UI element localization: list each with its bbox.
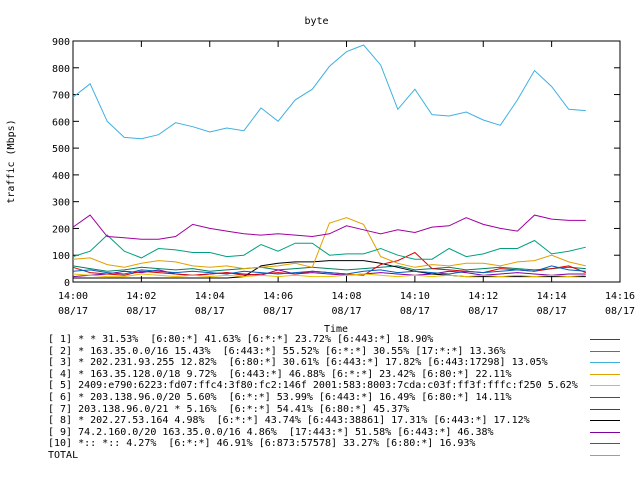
legend-entry: [ 6] * 203.138.96.0/20 5.60% [6:*:*] 53.… xyxy=(48,392,640,404)
x-tick-label-time: 14:12 xyxy=(468,291,498,302)
legend-swatch xyxy=(590,350,620,352)
x-tick-label-date: 08/17 xyxy=(331,306,361,317)
x-tick-label-date: 08/17 xyxy=(537,306,567,317)
legend-label: TOTAL xyxy=(48,449,79,461)
legend-swatch xyxy=(590,339,620,340)
y-tick-label: 900 xyxy=(52,37,70,48)
y-tick-label: 400 xyxy=(52,171,70,182)
x-tick-label-date: 08/17 xyxy=(195,306,225,317)
y-tick-label: 0 xyxy=(64,278,70,289)
legend-label: [ 4] * 163.35.128.0/18 9.72% [6:443:*] 4… xyxy=(48,368,512,380)
chart-legend: [ 1] * * 31.53% [6:80:*] 41.63% [6:*:*] … xyxy=(48,334,640,462)
legend-entry: [ 3] * 202.231.93.255 12.82% [6:80:*] 30… xyxy=(48,357,640,369)
x-tick-label-date: 08/17 xyxy=(126,306,156,317)
legend-swatch xyxy=(590,385,620,387)
legend-entry: [10] *:: *:: 4.27% [6:*:*] 46.91% [6:873… xyxy=(48,438,640,450)
legend-label: [ 7] 203.138.96.0/21 * 5.16% [6:*:*] 54.… xyxy=(48,403,410,415)
x-tick-label-date: 08/17 xyxy=(263,306,293,317)
legend-label: [10] *:: *:: 4.27% [6:*:*] 46.91% [6:873… xyxy=(48,438,476,450)
x-tick-label-time: 14:16 xyxy=(605,291,635,302)
legend-entry: [ 9] 74.2.160.0/20 163.35.0.0/16 4.86% [… xyxy=(48,427,640,439)
y-tick-label: 200 xyxy=(52,224,70,235)
y-tick-label: 800 xyxy=(52,64,70,75)
series-line-4 xyxy=(72,217,586,270)
legend-entry: [ 2] * 163.35.0.0/16 15.43% [6:443:*] 55… xyxy=(48,346,640,358)
x-tick-label-time: 14:08 xyxy=(331,291,361,302)
legend-entry: [ 7] 203.138.96.0/21 * 5.16% [6:*:*] 54.… xyxy=(48,404,640,416)
legend-entry: [ 4] * 163.35.128.0/18 9.72% [6:443:*] 4… xyxy=(48,369,640,381)
series-line-9 xyxy=(72,269,586,278)
legend-entry: [ 1] * * 31.53% [6:80:*] 41.63% [6:*:*] … xyxy=(48,334,640,346)
legend-entry: [ 8] * 202.27.53.164 4.98% [6:*:*] 43.74… xyxy=(48,415,640,427)
legend-label: [ 9] 74.2.160.0/20 163.35.0.0/16 4.86% [… xyxy=(48,426,494,438)
legend-entry: [ 5] 2409:e790:6223:fd07:ffc4:3f80:fc2:1… xyxy=(48,380,640,392)
legend-swatch xyxy=(590,431,620,433)
x-tick-label-time: 14:10 xyxy=(400,291,430,302)
series-line-3 xyxy=(72,44,586,140)
series-line-5 xyxy=(72,273,586,278)
y-tick-label: 500 xyxy=(52,144,70,155)
x-tick-label-date: 08/17 xyxy=(58,306,88,317)
x-tick-label-date: 08/17 xyxy=(400,306,430,317)
x-tick-label-time: 14:06 xyxy=(263,291,293,302)
x-tick-label-time: 14:00 xyxy=(58,291,88,302)
legend-swatch xyxy=(590,454,620,456)
legend-swatch xyxy=(590,443,620,445)
series-line-6 xyxy=(72,265,586,275)
y-axis-label: traffic (Mbps) xyxy=(6,119,17,203)
legend-swatch xyxy=(590,373,620,375)
chart-title: byte xyxy=(304,16,328,27)
legend-label: [ 1] * * 31.53% [6:80:*] 41.63% [6:*:*] … xyxy=(48,334,434,345)
legend-swatch xyxy=(590,420,620,422)
plot-frame xyxy=(72,40,621,283)
y-tick-label: 300 xyxy=(52,198,70,209)
legend-label: [ 2] * 163.35.0.0/16 15.43% [6:443:*] 55… xyxy=(48,345,506,357)
y-tick-label: 100 xyxy=(52,251,70,262)
y-tick-label: 600 xyxy=(52,117,70,128)
x-tick-label-time: 14:02 xyxy=(126,291,156,302)
legend-swatch xyxy=(590,408,620,410)
x-tick-label-date: 08/17 xyxy=(468,306,498,317)
legend-label: [ 6] * 203.138.96.0/20 5.60% [6:*:*] 53.… xyxy=(48,391,512,403)
legend-label: [ 3] * 202.231.93.255 12.82% [6:80:*] 30… xyxy=(48,357,548,369)
x-tick-label-time: 14:14 xyxy=(537,291,567,302)
series-line-10 xyxy=(72,265,586,272)
x-axis-label: Time xyxy=(324,324,348,335)
x-tick-label-time: 14:04 xyxy=(195,291,225,302)
series-line-1 xyxy=(72,214,586,240)
legend-label: [ 5] 2409:e790:6223:fd07:ffc4:3f80:fc2:1… xyxy=(48,380,578,392)
series-line-2 xyxy=(72,234,586,260)
y-tick-label: 700 xyxy=(52,91,70,102)
legend-label: [ 8] * 202.27.53.164 4.98% [6:*:*] 43.74… xyxy=(48,415,530,427)
legend-entry: TOTAL xyxy=(48,450,640,462)
legend-swatch xyxy=(590,396,620,398)
legend-swatch xyxy=(590,362,620,364)
x-tick-label-date: 08/17 xyxy=(605,306,635,317)
